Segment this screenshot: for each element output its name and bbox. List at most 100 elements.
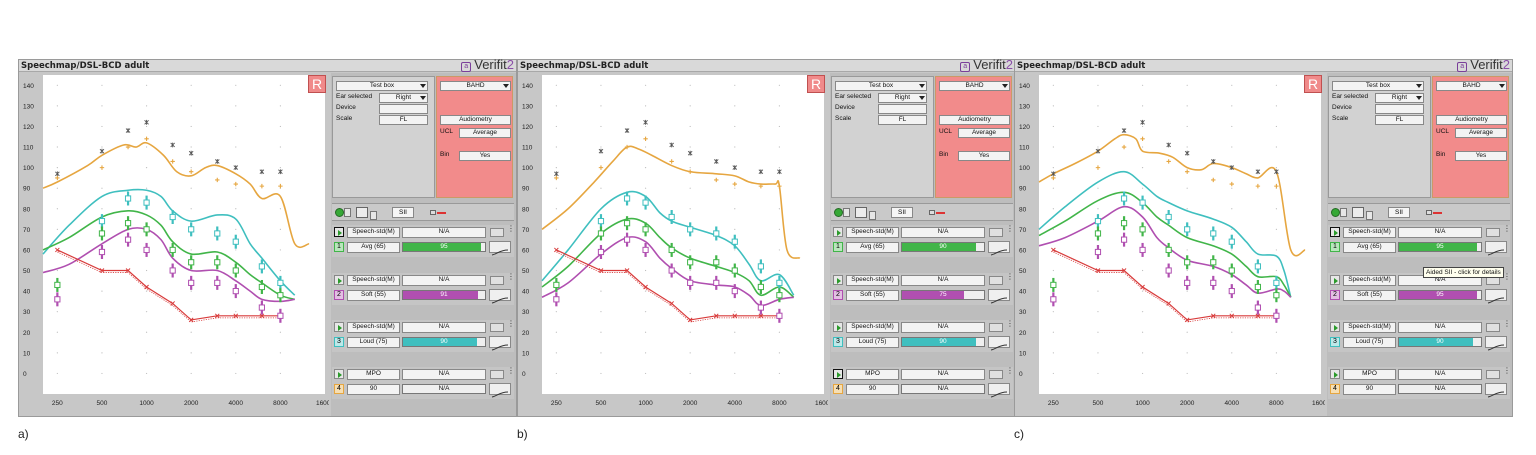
bin-field[interactable]: Yes [1455, 151, 1507, 161]
measure-icon[interactable] [335, 208, 344, 217]
stimulus-field[interactable]: Speech-std(M) [347, 227, 400, 238]
level-field[interactable]: 90 [846, 384, 899, 395]
more-icon[interactable]: ⋮ [507, 224, 515, 233]
sii-select[interactable]: SII [392, 207, 414, 218]
more-icon[interactable]: ⋮ [1006, 272, 1014, 281]
sii-bar[interactable]: 90 [402, 337, 486, 347]
bin-field[interactable]: Yes [958, 151, 1010, 161]
level-field[interactable]: Loud (75) [1343, 337, 1396, 348]
sii-select[interactable]: SII [1388, 207, 1410, 218]
more-icon[interactable]: ⋮ [507, 319, 515, 328]
right-ear-button[interactable]: R [807, 75, 825, 93]
play-button[interactable] [1330, 275, 1340, 285]
grid-icon[interactable] [989, 228, 1003, 237]
play-button[interactable] [1330, 322, 1340, 332]
measure-icon[interactable] [1331, 208, 1340, 217]
scale-field[interactable]: FL [379, 115, 428, 125]
stimulus-field[interactable]: Speech-std(M) [846, 322, 899, 333]
grid-icon[interactable] [1486, 323, 1500, 332]
more-icon[interactable]: ⋮ [1503, 366, 1511, 375]
device-type-select[interactable]: BAHD [1436, 81, 1507, 91]
device-type-select[interactable]: BAHD [939, 81, 1010, 91]
play-button[interactable] [1330, 227, 1340, 237]
right-ear-button[interactable]: R [1304, 75, 1322, 93]
sii-bar[interactable]: 95 [1398, 290, 1482, 300]
graph-style-icon[interactable] [855, 207, 876, 220]
level-field[interactable]: Avg (65) [347, 242, 400, 253]
curve-style-button[interactable] [988, 241, 1010, 256]
source-select[interactable]: Test box [835, 81, 927, 91]
bin-field[interactable]: Yes [459, 151, 511, 161]
more-icon[interactable]: ⋮ [1006, 319, 1014, 328]
ucl-field[interactable]: Average [1455, 128, 1507, 138]
level-field[interactable]: 90 [347, 384, 400, 395]
stimulus-field[interactable]: MPO [846, 369, 899, 380]
coupler-icon[interactable] [1426, 208, 1442, 217]
ear-select[interactable]: Right [379, 93, 428, 103]
stimulus-field[interactable]: MPO [347, 369, 400, 380]
more-icon[interactable]: ⋮ [507, 272, 515, 281]
play-button[interactable] [833, 322, 843, 332]
level-field[interactable]: Avg (65) [1343, 242, 1396, 253]
stimulus-field[interactable]: Speech-std(M) [846, 275, 899, 286]
ucl-field[interactable]: Average [459, 128, 511, 138]
grid-icon[interactable] [490, 228, 504, 237]
more-icon[interactable]: ⋮ [1006, 366, 1014, 375]
grid-icon[interactable] [989, 323, 1003, 332]
audiometry-button[interactable]: Audiometry [939, 115, 1010, 125]
grid-icon[interactable] [490, 276, 504, 285]
level-field[interactable]: Loud (75) [846, 337, 899, 348]
sii-select[interactable]: SII [891, 207, 913, 218]
curve-style-button[interactable] [489, 289, 511, 304]
curve-style-button[interactable] [489, 383, 511, 398]
sii-bar[interactable]: N/A [901, 384, 985, 394]
source-select[interactable]: Test box [336, 81, 428, 91]
grid-icon[interactable] [1486, 370, 1500, 379]
curve-style-button[interactable] [988, 336, 1010, 351]
level-field[interactable]: Avg (65) [846, 242, 899, 253]
curve-style-button[interactable] [988, 383, 1010, 398]
curve-style-button[interactable] [1485, 336, 1507, 351]
device-type-select[interactable]: BAHD [440, 81, 511, 91]
more-icon[interactable]: ⋮ [1006, 224, 1014, 233]
play-button[interactable] [334, 227, 344, 237]
device-field[interactable] [379, 104, 428, 114]
more-icon[interactable]: ⋮ [1503, 272, 1511, 281]
ucl-field[interactable]: Average [958, 128, 1010, 138]
grid-icon[interactable] [989, 276, 1003, 285]
play-button[interactable] [334, 322, 344, 332]
more-icon[interactable]: ⋮ [507, 366, 515, 375]
curve-style-button[interactable] [489, 336, 511, 351]
play-button[interactable] [833, 369, 843, 379]
ear-select[interactable]: Right [1375, 93, 1424, 103]
curve-style-button[interactable] [988, 289, 1010, 304]
graph-style-icon[interactable] [356, 207, 377, 220]
level-field[interactable]: 90 [1343, 384, 1396, 395]
sii-bar[interactable]: 90 [1398, 337, 1482, 347]
more-icon[interactable]: ⋮ [1503, 319, 1511, 328]
more-icon[interactable]: ⋮ [1503, 224, 1511, 233]
level-field[interactable]: Soft (55) [1343, 290, 1396, 301]
coupler-icon[interactable] [929, 208, 945, 217]
grid-icon[interactable] [490, 370, 504, 379]
sii-bar[interactable]: 91 [402, 290, 486, 300]
play-button[interactable] [1330, 369, 1340, 379]
curve-style-button[interactable] [489, 241, 511, 256]
play-button[interactable] [833, 227, 843, 237]
curve-style-button[interactable] [1485, 289, 1507, 304]
stimulus-field[interactable]: Speech-std(M) [347, 275, 400, 286]
grid-icon[interactable] [1486, 228, 1500, 237]
sii-bar[interactable]: N/A [402, 384, 486, 394]
measure-dropdown-icon[interactable] [843, 208, 850, 217]
sii-bar[interactable]: 95 [1398, 242, 1482, 252]
curve-style-button[interactable] [1485, 383, 1507, 398]
stimulus-field[interactable]: Speech-std(M) [1343, 275, 1396, 286]
stimulus-field[interactable]: MPO [1343, 369, 1396, 380]
sii-bar[interactable]: 90 [901, 242, 985, 252]
stimulus-field[interactable]: Speech-std(M) [1343, 322, 1396, 333]
measure-dropdown-icon[interactable] [344, 208, 351, 217]
ear-select[interactable]: Right [878, 93, 927, 103]
sii-bar[interactable]: 75 [901, 290, 985, 300]
stimulus-field[interactable]: Speech-std(M) [1343, 227, 1396, 238]
audiometry-button[interactable]: Audiometry [440, 115, 511, 125]
